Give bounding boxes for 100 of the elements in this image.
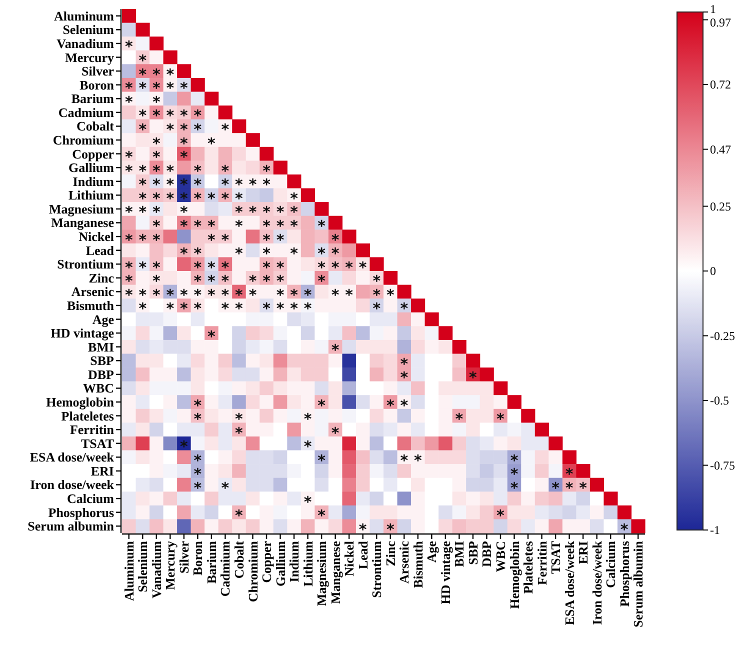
data-label: *: [372, 300, 381, 318]
data-label: *: [304, 300, 312, 318]
data-label: *: [358, 258, 367, 276]
data-label: *: [235, 216, 244, 235]
data-label: *: [358, 520, 367, 538]
data-label: *: [262, 272, 271, 290]
y-tick-label: TSAT: [81, 436, 114, 451]
y-tick-label: Strontium: [57, 256, 114, 272]
data-label: *: [166, 120, 174, 138]
y-tick-label: Phosphorus: [48, 504, 114, 520]
x-tick-label: Phosphorus: [616, 541, 632, 607]
data-label: *: [620, 520, 628, 538]
data-label: *: [318, 272, 326, 290]
y-tick-label: Cadmium: [58, 104, 114, 120]
data-label: *: [221, 120, 230, 138]
y-tick-label: DBP: [88, 366, 114, 382]
x-tick-label: Indium: [286, 540, 302, 582]
x-tick-label: ESA dose/week: [562, 540, 577, 626]
data-label: *: [221, 478, 230, 497]
x-tick-label: Hemoglobin: [506, 540, 522, 609]
y-tick-label: SBP: [90, 353, 114, 368]
data-label: *: [290, 300, 298, 318]
data-label: *: [400, 451, 408, 470]
data-label: *: [194, 410, 202, 428]
data-label: *: [166, 79, 174, 98]
y-tick-label: Manganese: [51, 215, 114, 230]
data-label: *: [208, 327, 216, 346]
color-bar-label: 0.25: [710, 199, 731, 214]
color-bar-label: 0.47: [710, 142, 731, 156]
data-label: *: [290, 216, 298, 235]
data-label: *: [579, 478, 588, 497]
data-label: *: [318, 451, 326, 470]
data-label: *: [496, 506, 505, 525]
y-tick-label: Calcium: [67, 491, 114, 506]
data-label: *: [124, 92, 133, 111]
color-bar-label: -1: [710, 523, 720, 537]
x-tick-label: Manganese: [328, 540, 343, 604]
y-tick-label: Serum albumin: [28, 518, 115, 534]
x-tick-label: Plateletes: [520, 541, 536, 594]
data-label: *: [290, 244, 298, 263]
x-tick-label: Silver: [176, 540, 192, 574]
data-label: *: [248, 203, 257, 222]
data-label: *: [138, 258, 147, 276]
data-label: *: [235, 244, 244, 263]
x-tick-label: Chromium: [245, 540, 260, 602]
data-label: *: [194, 216, 202, 235]
data-label: *: [194, 300, 202, 318]
data-label: *: [194, 478, 202, 497]
data-label: *: [469, 368, 478, 387]
data-label: *: [386, 396, 394, 414]
data-label: *: [386, 520, 394, 538]
data-label: *: [400, 368, 408, 387]
data-label: *: [565, 478, 574, 497]
y-tick-label: WBC: [82, 380, 114, 396]
data-label: *: [262, 300, 271, 318]
data-label: *: [138, 120, 147, 138]
y-tick-label: Zinc: [88, 270, 114, 286]
y-tick-label: Lead: [86, 242, 115, 258]
y-tick-label: Bismuth: [67, 298, 115, 313]
data-label: *: [166, 189, 174, 208]
x-tick-label: DBP: [479, 540, 494, 567]
data-label: *: [318, 396, 326, 414]
data-label: *: [262, 176, 271, 194]
y-tick-label: Vanadium: [56, 36, 114, 51]
x-tick-label: TSAT: [548, 540, 564, 574]
y-tick-label: Cobalt: [76, 118, 115, 134]
x-tick-label: Arsenic: [396, 540, 412, 584]
y-tick-label: Barium: [71, 91, 114, 106]
data-label: *: [331, 341, 340, 360]
y-tick-label: Aluminum: [54, 8, 114, 24]
data-label: *: [180, 244, 188, 263]
data-label: *: [552, 478, 560, 497]
data-label: *: [124, 203, 133, 222]
x-tick-label: Gallium: [272, 540, 288, 587]
x-tick-label: Bismuth: [410, 540, 426, 588]
y-tick-label: Magnesium: [49, 201, 114, 216]
y-tick-label: BMI: [88, 339, 114, 354]
data-label: *: [180, 148, 188, 166]
data-label: *: [138, 79, 147, 98]
x-tick-label: Vanadium: [148, 540, 164, 598]
x-tick-label: Boron: [190, 540, 206, 576]
data-label: *: [194, 120, 202, 138]
data-label: *: [180, 438, 188, 456]
color-bar-label: 0: [710, 264, 716, 278]
data-label: *: [304, 438, 312, 456]
color-bar-label: 0.97: [710, 16, 731, 30]
data-label: *: [152, 106, 160, 125]
x-tick-label: Strontium: [369, 540, 384, 598]
y-tick-label: Selenium: [62, 22, 114, 38]
y-tick-label: Mercury: [65, 50, 114, 65]
data-label: *: [180, 79, 188, 98]
y-tick-label: Hemoglobin: [46, 394, 115, 410]
x-tick-label: SBP: [465, 540, 480, 565]
data-label: *: [386, 286, 394, 304]
x-tick-label: Cobalt: [231, 540, 246, 579]
data-label: *: [138, 230, 147, 249]
y-tick-label: Chromium: [52, 132, 114, 148]
data-label: *: [276, 300, 284, 318]
data-label: *: [208, 189, 216, 208]
data-label: *: [208, 286, 216, 304]
